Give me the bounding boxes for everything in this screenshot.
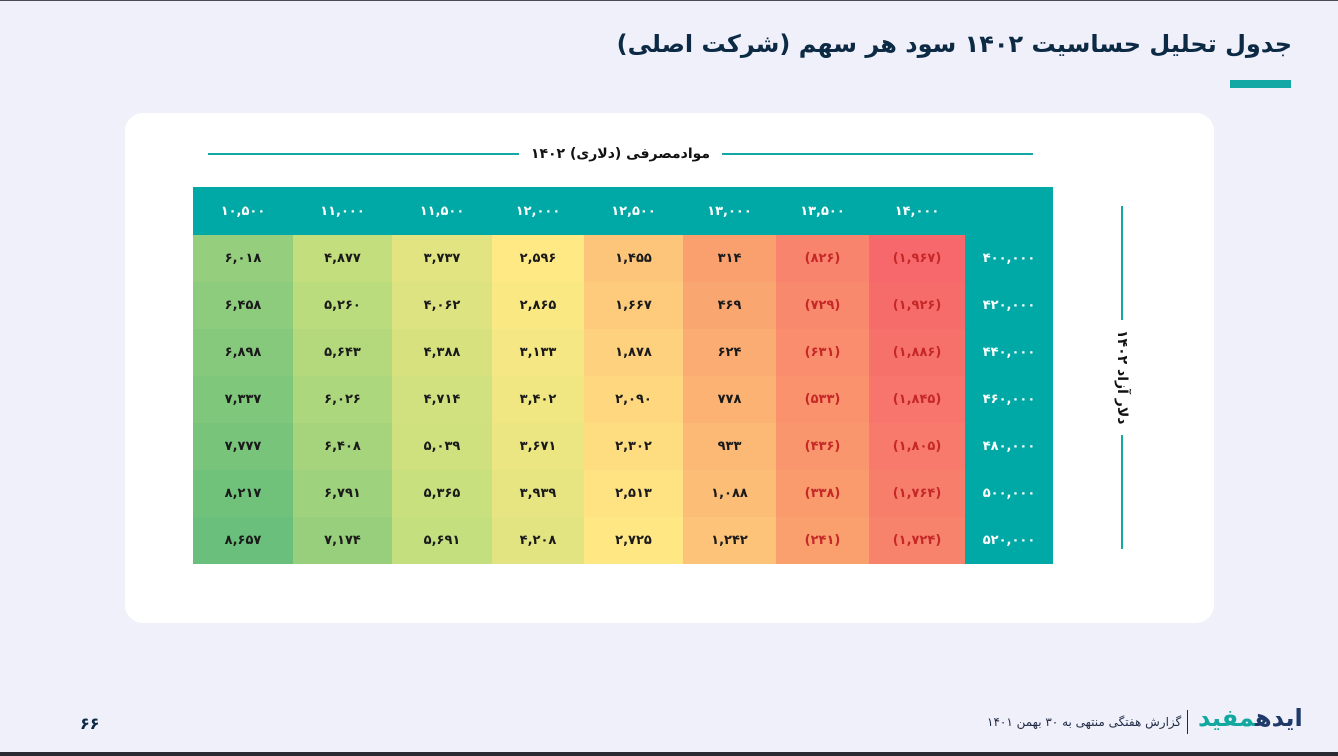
table-cell: (۱,۷۲۴) (869, 517, 965, 564)
table-cell: ۷,۳۳۷ (193, 376, 293, 423)
header-row: ۱۴,۰۰۰ ۱۳,۵۰۰ ۱۳,۰۰۰ ۱۲,۵۰۰ ۱۲,۰۰۰ ۱۱,۵۰… (193, 187, 1053, 235)
row-axis: دلار آزاد ۱۴۰۲ (1100, 206, 1144, 550)
table-cell: (۱,۸۴۵) (869, 376, 965, 423)
table-cell: (۱,۹۲۶) (869, 282, 965, 329)
table-row: ۴۲۰,۰۰۰ (۱,۹۲۶) (۷۲۹) ۴۶۹ ۱,۶۶۷ ۲,۸۶۵ ۴,… (193, 282, 1053, 329)
table-cell: ۳۱۴ (683, 235, 776, 282)
table-cell: ۴,۲۰۸ (492, 517, 584, 564)
table-row: ۴۸۰,۰۰۰ (۱,۸۰۵) (۴۳۶) ۹۳۳ ۲,۳۰۲ ۳,۶۷۱ ۵,… (193, 423, 1053, 470)
table-cell: ۸,۲۱۷ (193, 470, 293, 517)
table-cell: (۸۲۶) (776, 235, 869, 282)
column-header: ۱۴,۰۰۰ (869, 187, 965, 235)
table-cell: (۱,۷۶۴) (869, 470, 965, 517)
table-cell: ۴۶۹ (683, 282, 776, 329)
table-cell: ۲,۵۹۶ (492, 235, 584, 282)
brand-logo-part2: مفید (1198, 704, 1256, 732)
table-cell: ۳,۱۳۳ (492, 329, 584, 376)
table-cell: ۲,۷۲۵ (584, 517, 683, 564)
table-cell: (۱,۹۶۷) (869, 235, 965, 282)
brand-logo: ایدهمفید (1198, 704, 1303, 732)
row-header: ۴۸۰,۰۰۰ (965, 423, 1053, 470)
table-cell: ۸,۶۵۷ (193, 517, 293, 564)
page-title: جدول تحلیل حساسیت ۱۴۰۲ سود هر سهم (شرکت … (616, 30, 1292, 58)
table-cell: ۱,۶۶۷ (584, 282, 683, 329)
footer-divider (1187, 710, 1188, 734)
table-cell: (۳۳۸) (776, 470, 869, 517)
table-cell: ۵,۲۶۰ (293, 282, 392, 329)
table-cell: ۵,۶۴۳ (293, 329, 392, 376)
row-header: ۵۲۰,۰۰۰ (965, 517, 1053, 564)
table-cell: ۴,۷۱۴ (392, 376, 492, 423)
column-header: ۱۱,۰۰۰ (293, 187, 392, 235)
table-cell: (۷۲۹) (776, 282, 869, 329)
table-cell: ۶,۰۲۶ (293, 376, 392, 423)
row-axis-line-bottom (1121, 434, 1123, 550)
row-header: ۴۰۰,۰۰۰ (965, 235, 1053, 282)
table-cell: ۷,۱۷۴ (293, 517, 392, 564)
brand-logo-part1: ایده (1255, 704, 1303, 732)
table-row: ۵۲۰,۰۰۰ (۱,۷۲۴) (۲۴۱) ۱,۲۴۲ ۲,۷۲۵ ۴,۲۰۸ … (193, 517, 1053, 564)
table-row: ۴۶۰,۰۰۰ (۱,۸۴۵) (۵۳۳) ۷۷۸ ۲,۰۹۰ ۳,۴۰۲ ۴,… (193, 376, 1053, 423)
table-cell: ۵,۰۳۹ (392, 423, 492, 470)
table-cell: ۳,۴۰۲ (492, 376, 584, 423)
report-caption: گزارش هفتگی منتهی به ۳۰ بهمن ۱۴۰۱ (987, 715, 1182, 729)
column-header: ۱۱,۵۰۰ (392, 187, 492, 235)
sensitivity-table: ۱۴,۰۰۰ ۱۳,۵۰۰ ۱۳,۰۰۰ ۱۲,۵۰۰ ۱۲,۰۰۰ ۱۱,۵۰… (193, 187, 1053, 564)
column-axis-line-right (722, 153, 1034, 155)
table-cell: ۴,۰۶۲ (392, 282, 492, 329)
table-cell: (۲۴۱) (776, 517, 869, 564)
column-axis-line-left (208, 153, 519, 155)
column-header: ۱۰,۵۰۰ (193, 187, 293, 235)
table-cell: ۱,۰۸۸ (683, 470, 776, 517)
column-axis: موادمصرفی (دلاری) ۱۴۰۲ (208, 140, 1034, 168)
table-cell: ۲,۳۰۲ (584, 423, 683, 470)
table-cell: ۱,۲۴۲ (683, 517, 776, 564)
column-header: ۱۲,۰۰۰ (492, 187, 584, 235)
table-cell: ۹۳۳ (683, 423, 776, 470)
bottom-border (0, 752, 1338, 756)
table-cell: (۱,۸۰۵) (869, 423, 965, 470)
table-cell: ۲,۰۹۰ (584, 376, 683, 423)
row-header: ۴۴۰,۰۰۰ (965, 329, 1053, 376)
column-header: ۱۳,۵۰۰ (776, 187, 869, 235)
table-cell: ۱,۴۵۵ (584, 235, 683, 282)
table-row: ۴۰۰,۰۰۰ (۱,۹۶۷) (۸۲۶) ۳۱۴ ۱,۴۵۵ ۲,۵۹۶ ۳,… (193, 235, 1053, 282)
table-cell: ۵,۶۹۱ (392, 517, 492, 564)
table-row: ۵۰۰,۰۰۰ (۱,۷۶۴) (۳۳۸) ۱,۰۸۸ ۲,۵۱۳ ۳,۹۳۹ … (193, 470, 1053, 517)
table-cell: (۴۳۶) (776, 423, 869, 470)
table-cell: ۶,۴۵۸ (193, 282, 293, 329)
table-cell: ۲,۸۶۵ (492, 282, 584, 329)
title-underline (1230, 80, 1291, 88)
row-header: ۴۲۰,۰۰۰ (965, 282, 1053, 329)
page-number: ۶۶ (80, 714, 100, 733)
table-cell: ۱,۸۷۸ (584, 329, 683, 376)
table-cell: (۶۳۱) (776, 329, 869, 376)
column-header: ۱۳,۰۰۰ (683, 187, 776, 235)
row-axis-label: دلار آزاد ۱۴۰۲ (1114, 330, 1130, 425)
table-cell: ۶,۸۹۸ (193, 329, 293, 376)
table-cell: ۵,۳۶۵ (392, 470, 492, 517)
table-cell: ۳,۶۷۱ (492, 423, 584, 470)
table-cell: ۴,۸۷۷ (293, 235, 392, 282)
table-cell: ۴,۳۸۸ (392, 329, 492, 376)
table-cell: ۲,۵۱۳ (584, 470, 683, 517)
corner-cell (965, 187, 1053, 235)
table-cell: ۶,۷۹۱ (293, 470, 392, 517)
table-cell: ۶۲۴ (683, 329, 776, 376)
table-cell: ۷,۷۷۷ (193, 423, 293, 470)
table-cell: ۶,۴۰۸ (293, 423, 392, 470)
table-cell: (۵۳۳) (776, 376, 869, 423)
table-cell: ۶,۰۱۸ (193, 235, 293, 282)
table-cell: ۳,۷۳۷ (392, 235, 492, 282)
row-header: ۵۰۰,۰۰۰ (965, 470, 1053, 517)
column-header: ۱۲,۵۰۰ (584, 187, 683, 235)
row-axis-line-top (1121, 206, 1123, 321)
table-cell: ۳,۹۳۹ (492, 470, 584, 517)
table-cell: ۷۷۸ (683, 376, 776, 423)
table-cell: (۱,۸۸۶) (869, 329, 965, 376)
row-header: ۴۶۰,۰۰۰ (965, 376, 1053, 423)
table-row: ۴۴۰,۰۰۰ (۱,۸۸۶) (۶۳۱) ۶۲۴ ۱,۸۷۸ ۳,۱۳۳ ۴,… (193, 329, 1053, 376)
top-border (0, 0, 1338, 1)
column-axis-label: موادمصرفی (دلاری) ۱۴۰۲ (530, 146, 711, 162)
